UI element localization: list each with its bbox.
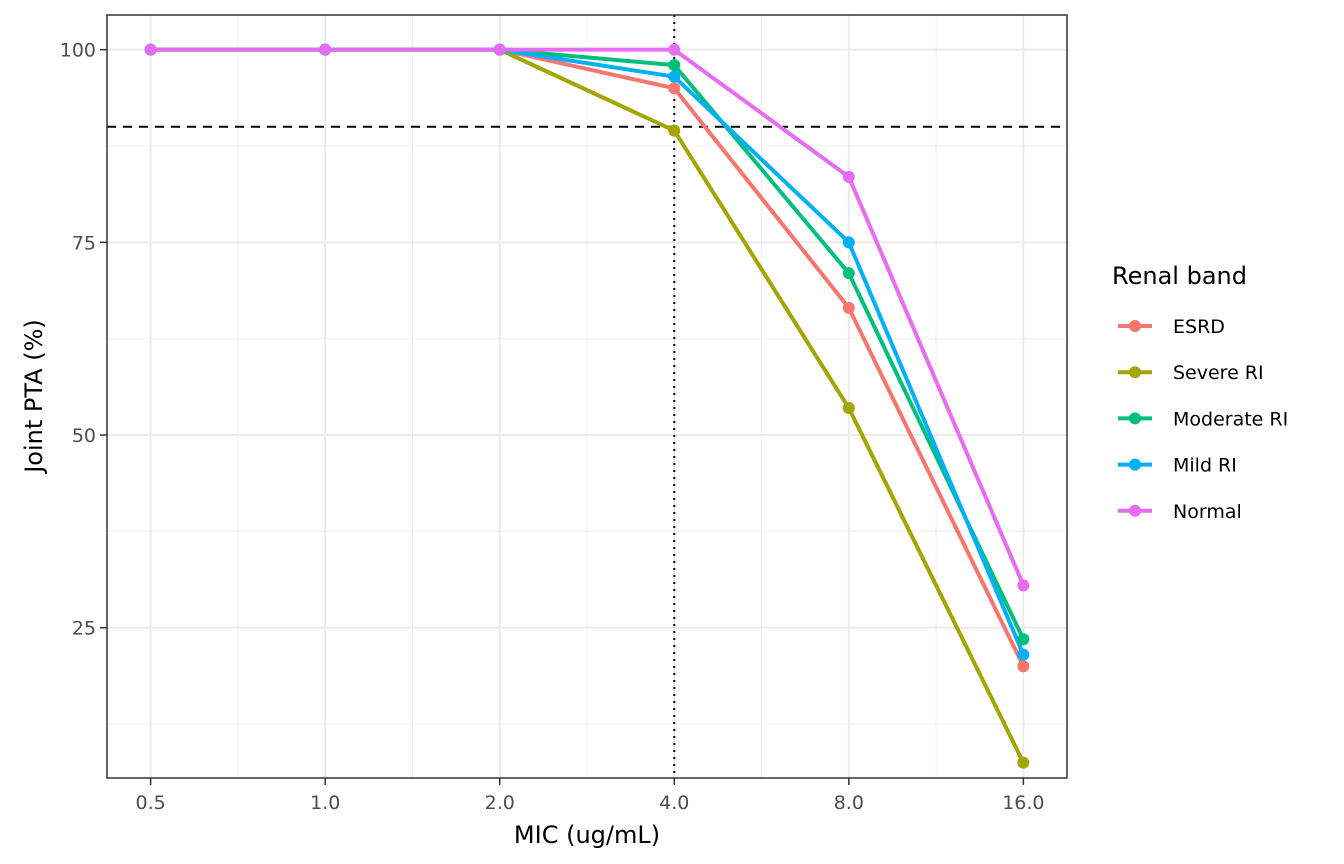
- x-tick-label: 0.5: [136, 792, 166, 814]
- legend-label: ESRD: [1173, 316, 1225, 338]
- data-point-normal: [1017, 579, 1030, 592]
- legend-label: Normal: [1173, 501, 1242, 523]
- legend-label: Moderate RI: [1173, 408, 1288, 430]
- data-point-normal: [319, 43, 332, 56]
- series-line-normal: [148, 47, 1026, 588]
- y-axis-title: Joint PTA (%): [20, 319, 48, 475]
- data-point-normal: [842, 170, 855, 183]
- y-tick-label: 25: [72, 618, 96, 640]
- y-tick-label: 100: [60, 40, 96, 62]
- legend-key-point: [1129, 320, 1141, 332]
- legend-items: ESRD Severe RI Moderate RI Mild RI Normal: [1118, 316, 1288, 523]
- panel-frame: [106, 14, 1068, 779]
- data-point-moderate-ri: [668, 59, 681, 72]
- data-point-esrd: [668, 82, 681, 95]
- legend-key-point: [1129, 366, 1141, 379]
- panel-border: [106, 14, 1068, 779]
- x-tick-label: 1.0: [310, 792, 340, 814]
- data-point-mild-ri: [668, 70, 681, 83]
- legend-item-moderate-ri: Moderate RI: [1118, 408, 1288, 430]
- data-point-normal: [144, 43, 157, 56]
- data-point-moderate-ri: [1017, 633, 1030, 646]
- legend: Renal band ESRD Severe RI Moderate RI Mild …: [1112, 262, 1288, 523]
- minor-gridlines: [107, 15, 1067, 778]
- legend-item-normal: Normal: [1118, 501, 1242, 523]
- data-point-severe-ri: [668, 124, 681, 137]
- data-point-severe-ri: [842, 402, 855, 415]
- y-tick-label: 50: [72, 425, 96, 447]
- legend-item-mild-ri: Mild RI: [1118, 455, 1237, 477]
- legend-title: Renal band: [1112, 262, 1247, 290]
- y-axis-ticks: 25 50 75 100: [60, 40, 107, 640]
- series-lines: [148, 47, 1026, 765]
- legend-key-point: [1129, 412, 1141, 425]
- data-point-esrd: [842, 301, 855, 314]
- y-tick-label: 75: [72, 232, 96, 254]
- x-axis-title: MIC (ug/mL): [514, 821, 660, 849]
- legend-key-point: [1129, 458, 1141, 471]
- x-tick-label: 8.0: [834, 792, 864, 814]
- x-tick-label: 4.0: [659, 792, 689, 814]
- legend-key-point: [1129, 504, 1141, 517]
- legend-label: Mild RI: [1173, 455, 1237, 477]
- data-point-mild-ri: [842, 236, 855, 249]
- data-point-mild-ri: [1017, 648, 1030, 661]
- data-point-normal: [668, 43, 681, 56]
- series-points: [144, 43, 1030, 769]
- x-tick-label: 16.0: [1002, 792, 1044, 814]
- reference-lines: [107, 15, 1067, 778]
- x-axis-ticks: 0.5 1.0 2.0 4.0 8.0 16.0: [136, 778, 1045, 814]
- data-point-severe-ri: [1017, 756, 1030, 769]
- data-point-normal: [493, 43, 506, 56]
- data-point-esrd: [1017, 660, 1030, 673]
- x-tick-label: 2.0: [485, 792, 515, 814]
- data-point-moderate-ri: [842, 267, 855, 280]
- legend-item-severe-ri: Severe RI: [1118, 362, 1264, 384]
- legend-item-esrd: ESRD: [1118, 316, 1225, 338]
- legend-label: Severe RI: [1173, 362, 1264, 384]
